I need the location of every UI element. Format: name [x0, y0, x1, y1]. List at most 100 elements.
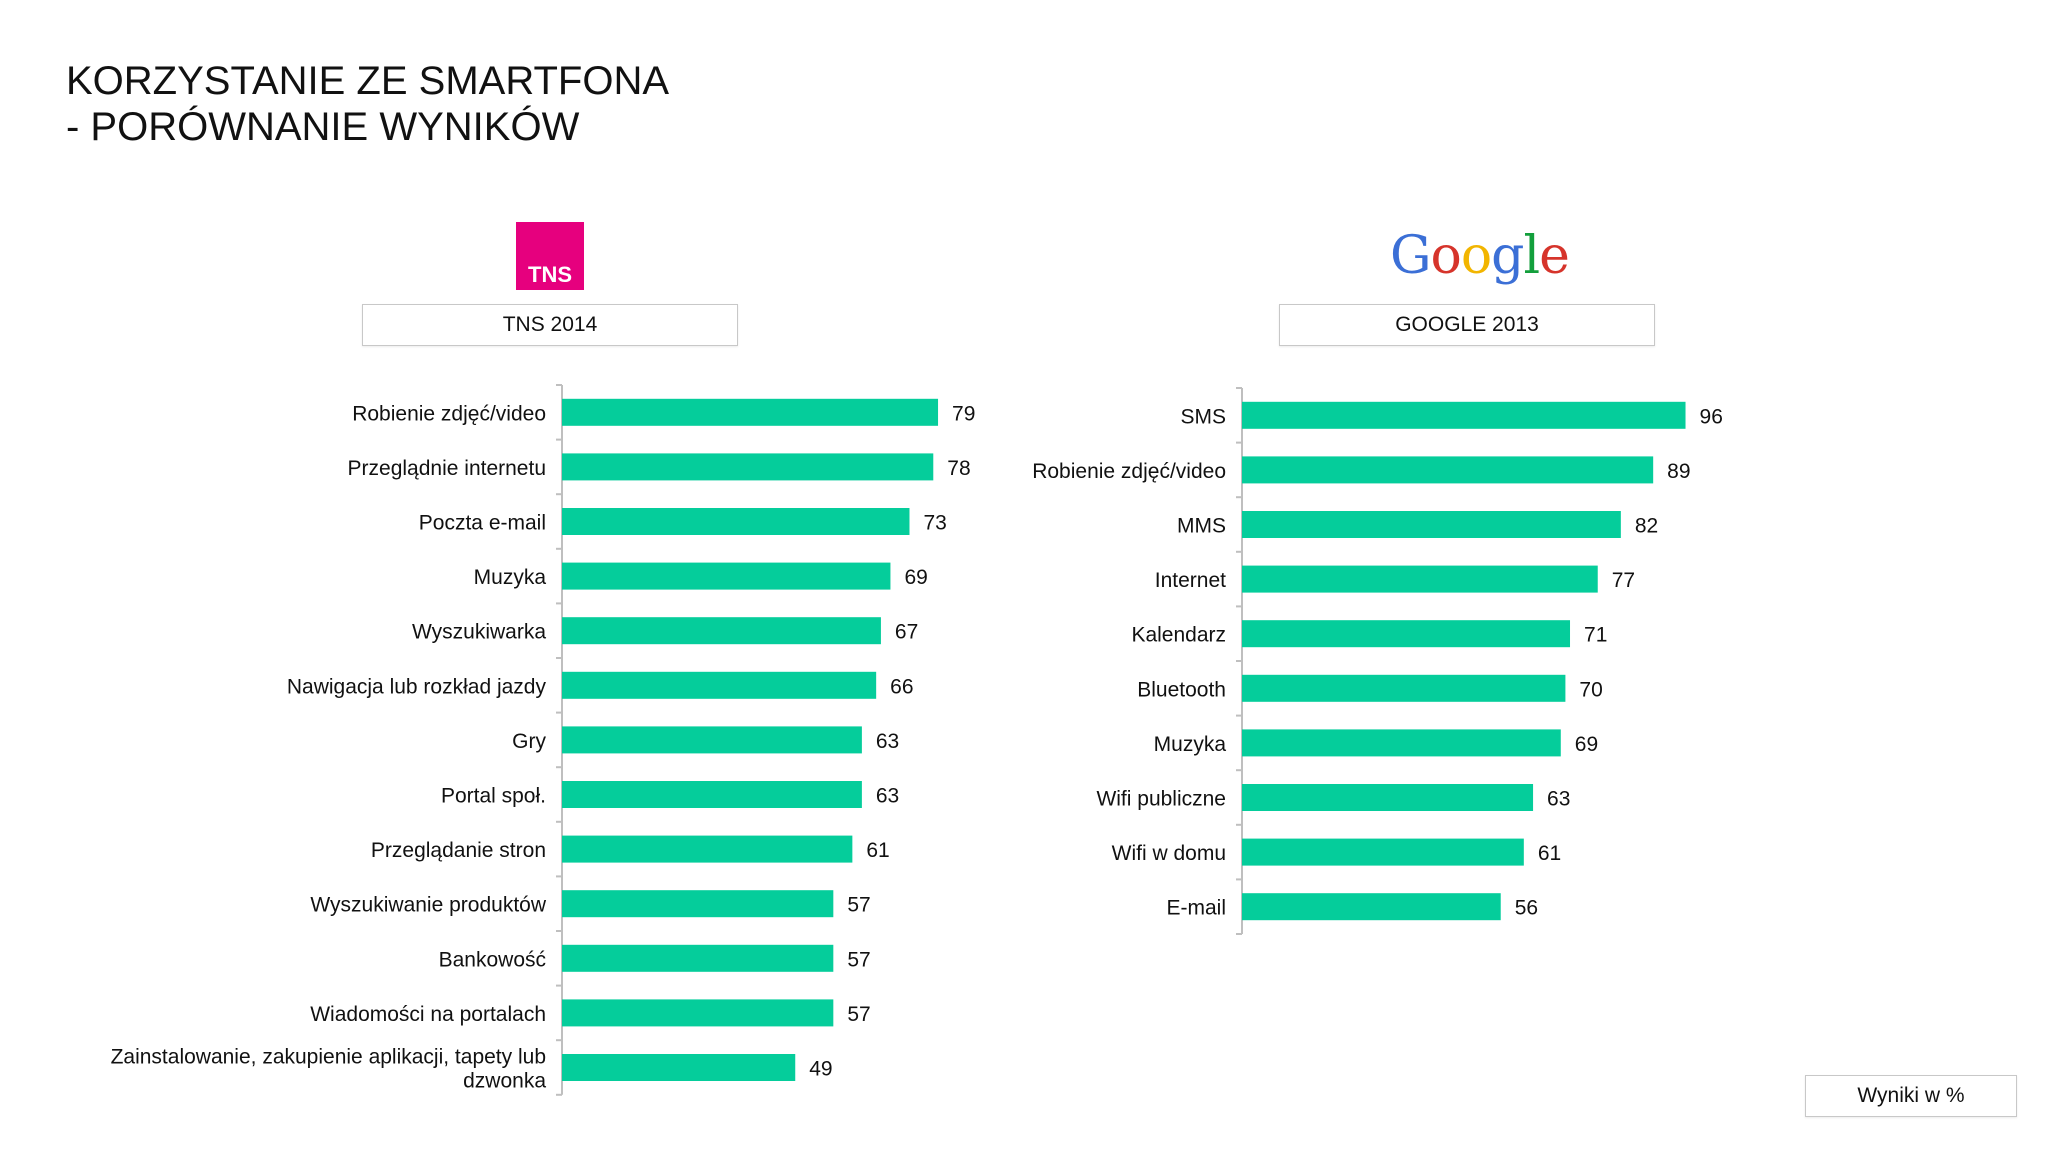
category-label-line: dzwonka [463, 1070, 546, 1093]
category-label-line: Muzyka [474, 566, 547, 589]
category-label: Kalendarz [1131, 624, 1226, 647]
category-label-line: SMS [1180, 405, 1226, 428]
google-logo-letter: G [1390, 226, 1432, 286]
bar [562, 398, 939, 426]
category-label: Nawigacja lub rozkład jazdy [287, 675, 547, 698]
category-label-line: Bankowość [439, 948, 546, 971]
category-label: Robienie zdjęć/video [1032, 460, 1226, 483]
category-label-line: Portal społ. [441, 785, 546, 808]
data-label: 82 [1635, 515, 1658, 538]
tns-chart-title: TNS 2014 [362, 304, 738, 346]
bar [1242, 565, 1598, 593]
category-label: Bluetooth [1137, 678, 1226, 701]
data-label: 63 [876, 730, 899, 753]
category-label: Internet [1155, 569, 1226, 592]
data-label: 78 [947, 457, 970, 480]
category-label: Bankowość [439, 948, 546, 971]
bar [562, 944, 834, 972]
category-label-line: Internet [1155, 569, 1226, 592]
category-label: Wyszukiwarka [412, 621, 546, 644]
category-label-line: Bluetooth [1137, 678, 1226, 701]
category-label: Wifi w domu [1112, 842, 1226, 865]
category-label-line: Zainstalowanie, zakupienie aplikacji, ta… [111, 1046, 546, 1069]
category-label-line: Wiadomości na portalach [310, 1003, 546, 1026]
bar [1242, 456, 1654, 484]
category-label-line: Wifi publiczne [1096, 788, 1226, 811]
bar [562, 726, 862, 754]
bar [562, 671, 877, 699]
category-label: SMS [1180, 405, 1226, 428]
google-logo-letter: o [1460, 226, 1492, 286]
category-label-line: Wyszukiwarka [412, 621, 546, 644]
google-logo-letter: o [1430, 226, 1462, 286]
bar [562, 508, 910, 535]
bar [562, 890, 834, 918]
bar [562, 453, 934, 481]
bar [562, 781, 862, 808]
bar [1242, 838, 1524, 866]
data-label: 61 [866, 839, 889, 862]
data-label: 66 [890, 675, 913, 698]
page-title: KORZYSTANIE ZE SMARTFONA - PORÓWNANIE WY… [66, 58, 669, 150]
bar [1242, 511, 1621, 538]
category-label-line: Nawigacja lub rozkład jazdy [287, 675, 547, 698]
unit-note: Wyniki w % [1805, 1075, 2017, 1117]
category-label: Muzyka [474, 566, 547, 589]
data-label: 63 [1547, 788, 1570, 811]
title-line-1: KORZYSTANIE ZE SMARTFONA [66, 59, 670, 103]
category-label: Wyszukiwanie produktów [310, 894, 546, 917]
data-label: 61 [1538, 842, 1561, 865]
category-label-line: Robienie zdjęć/video [352, 402, 546, 425]
category-label: Portal społ. [441, 785, 546, 808]
category-label: Wiadomości na portalach [310, 1003, 546, 1026]
category-label: Przeglądnie internetu [348, 457, 546, 480]
google-chart-title: GOOGLE 2013 [1279, 304, 1655, 346]
category-label: Zainstalowanie, zakupienie aplikacji, ta… [111, 1046, 547, 1093]
tns-logo: TNS [516, 222, 584, 290]
category-label-line: Kalendarz [1131, 624, 1226, 647]
data-label: 49 [809, 1058, 832, 1081]
category-label: MMS [1177, 515, 1226, 538]
bar [1242, 729, 1561, 757]
google-logo-letter: l [1523, 226, 1540, 286]
category-label-line: Poczta e-mail [419, 512, 546, 535]
bar [562, 999, 834, 1027]
category-label: Gry [512, 730, 546, 753]
bar [1242, 784, 1534, 811]
category-label: Wifi publiczne [1096, 788, 1226, 811]
data-label: 77 [1612, 569, 1635, 592]
category-label: Poczta e-mail [419, 512, 546, 535]
category-label: Przeglądanie stron [371, 839, 546, 862]
data-label: 70 [1579, 678, 1602, 701]
category-label-line: Robienie zdjęć/video [1032, 460, 1226, 483]
category-label-line: Wyszukiwanie produktów [310, 894, 546, 917]
google-logo: Google [1390, 226, 1570, 286]
category-label-line: E-mail [1166, 897, 1226, 920]
category-label-line: Muzyka [1154, 733, 1227, 756]
bar [562, 617, 881, 645]
bar [1242, 401, 1686, 429]
data-label: 89 [1667, 460, 1690, 483]
category-label: E-mail [1166, 897, 1226, 920]
data-label: 67 [895, 621, 918, 644]
google-logo-letter: g [1491, 226, 1524, 286]
bar [1242, 674, 1566, 702]
data-label: 57 [847, 1003, 870, 1026]
category-label-line: Gry [512, 730, 546, 753]
data-label: 69 [1575, 733, 1598, 756]
data-label: 69 [904, 566, 927, 589]
bar [562, 1054, 796, 1081]
data-label: 71 [1584, 624, 1607, 647]
data-label: 56 [1515, 897, 1538, 920]
category-label-line: Przeglądanie stron [371, 839, 546, 862]
category-label: Robienie zdjęć/video [352, 402, 546, 425]
bar [562, 835, 853, 863]
data-label: 57 [847, 894, 870, 917]
data-label: 57 [847, 948, 870, 971]
bar [562, 562, 891, 590]
data-label: 79 [952, 402, 975, 425]
title-line-2: - PORÓWNANIE WYNIKÓW [66, 105, 580, 149]
data-label: 96 [1700, 405, 1723, 428]
